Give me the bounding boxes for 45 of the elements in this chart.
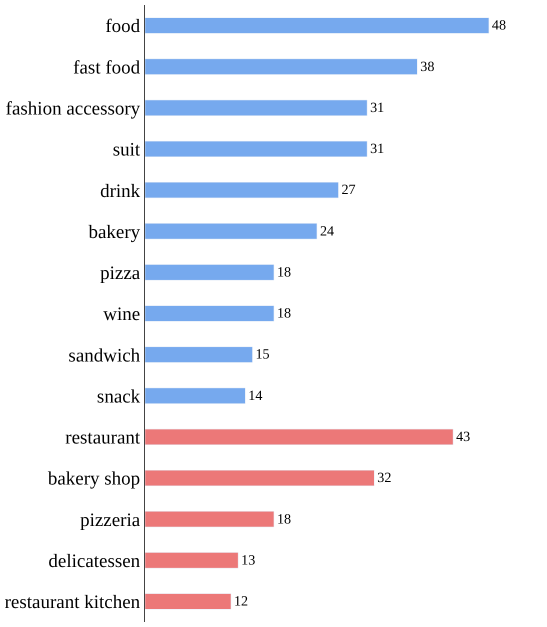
y-tick-label: drink <box>100 180 141 202</box>
data-label: 18 <box>276 264 292 280</box>
y-tick-label: pizzeria <box>80 510 141 531</box>
y-tick-label: food <box>105 16 141 38</box>
bar <box>145 346 253 363</box>
bar <box>145 182 339 198</box>
bar <box>145 511 274 528</box>
bar <box>145 18 490 34</box>
y-tick-label: restaurant kitchen <box>4 592 141 614</box>
data-label: 18 <box>276 306 292 322</box>
y-tick-label: delicatessen <box>48 550 141 572</box>
data-label: 48 <box>492 18 506 34</box>
y-tick-label: bakery shop <box>48 468 140 490</box>
bar <box>145 428 454 445</box>
data-label: 24 <box>320 223 334 240</box>
bar <box>145 388 246 404</box>
y-tick-label: fast food <box>73 57 141 78</box>
data-label: 32 <box>377 470 392 486</box>
data-label: 27 <box>341 182 356 198</box>
y-tick-label: sandwich <box>68 345 141 366</box>
bar <box>145 470 375 486</box>
bar <box>145 593 232 610</box>
data-label: 13 <box>241 552 256 568</box>
bar <box>145 58 418 75</box>
y-tick-label: wine <box>103 304 140 326</box>
data-label: 15 <box>255 346 270 363</box>
bar <box>145 100 368 116</box>
bar <box>145 223 318 240</box>
data-label: 38 <box>420 58 434 75</box>
y-tick-label: pizza <box>100 263 141 284</box>
data-label: 31 <box>370 141 384 158</box>
y-tick-label: suit <box>112 140 141 161</box>
data-label: 31 <box>370 100 384 116</box>
bar <box>145 305 274 322</box>
data-label: 12 <box>234 594 248 610</box>
y-tick-label: restaurant <box>65 428 141 449</box>
data-label: 14 <box>248 388 262 404</box>
bar <box>145 264 274 280</box>
y-tick-label: bakery <box>88 222 141 243</box>
y-tick-label: fashion accessory <box>6 98 141 120</box>
y-tick-label: snack <box>96 386 141 408</box>
data-label: 43 <box>456 428 470 445</box>
bar <box>145 552 238 568</box>
bar <box>145 140 368 158</box>
data-label: 18 <box>276 511 292 528</box>
